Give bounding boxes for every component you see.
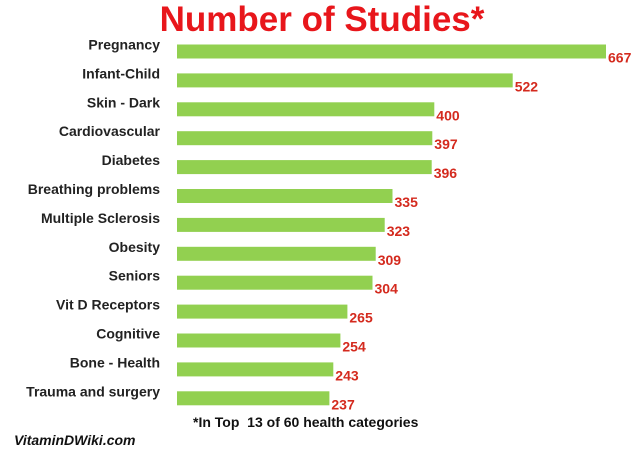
value-label-vit-d-receptors: 265 xyxy=(349,310,373,326)
bar-infant-child xyxy=(177,73,513,88)
bar-bone-health xyxy=(177,362,334,377)
bar-multiple-sclerosis xyxy=(177,217,385,232)
bar-skin-dark xyxy=(177,102,435,117)
bar-breathing-problems xyxy=(177,189,393,203)
value-label-cognitive: 254 xyxy=(342,339,366,355)
category-label-vit-d-receptors: Vit D Receptors xyxy=(56,297,160,313)
category-label-multiple-sclerosis: Multiple Sclerosis xyxy=(41,210,160,226)
value-label-obesity: 309 xyxy=(378,252,402,268)
bar-obesity xyxy=(177,246,376,261)
bars-layer xyxy=(177,44,606,406)
value-label-breathing-problems: 335 xyxy=(395,194,419,210)
bar-trauma-and-surgery xyxy=(177,391,330,406)
value-label-multiple-sclerosis: 323 xyxy=(387,223,411,239)
category-labels: Pregnancy Infant-Child Skin - Dark Cardiova… xyxy=(26,37,160,400)
bar-diabetes xyxy=(177,160,432,175)
category-label-diabetes: Diabetes xyxy=(102,152,161,168)
value-label-skin-dark: 400 xyxy=(436,107,460,123)
value-label-cardiovascular: 397 xyxy=(434,136,458,152)
value-label-diabetes: 396 xyxy=(434,165,458,181)
value-label-seniors: 304 xyxy=(375,281,399,297)
category-label-breathing-problems: Breathing problems xyxy=(28,181,160,197)
value-label-trauma-and-surgery: 237 xyxy=(331,396,355,412)
bar-cognitive xyxy=(177,333,341,348)
value-label-pregnancy: 667 xyxy=(608,50,632,66)
category-label-trauma-and-surgery: Trauma and surgery xyxy=(26,383,160,399)
site-credit: VitaminDWiki.com xyxy=(14,432,136,448)
chart-title: Number of Studies* xyxy=(159,0,485,39)
category-label-obesity: Obesity xyxy=(109,239,161,255)
bar-vit-d-receptors xyxy=(177,304,348,319)
category-label-skin-dark: Skin - Dark xyxy=(87,94,160,110)
bar-cardiovascular xyxy=(177,131,433,146)
category-label-pregnancy: Pregnancy xyxy=(88,37,160,53)
category-label-cognitive: Cognitive xyxy=(96,326,160,342)
bar-seniors xyxy=(177,275,373,290)
category-label-seniors: Seniors xyxy=(109,268,161,284)
category-label-cardiovascular: Cardiovascular xyxy=(59,123,161,139)
value-label-bone-health: 243 xyxy=(335,367,359,383)
category-label-infant-child: Infant-Child xyxy=(82,65,160,81)
footnote: *In Top 13 of 60 health categories xyxy=(193,414,419,430)
value-label-infant-child: 522 xyxy=(515,78,539,94)
category-label-bone-health: Bone - Health xyxy=(70,354,160,370)
bar-pregnancy xyxy=(177,44,606,59)
